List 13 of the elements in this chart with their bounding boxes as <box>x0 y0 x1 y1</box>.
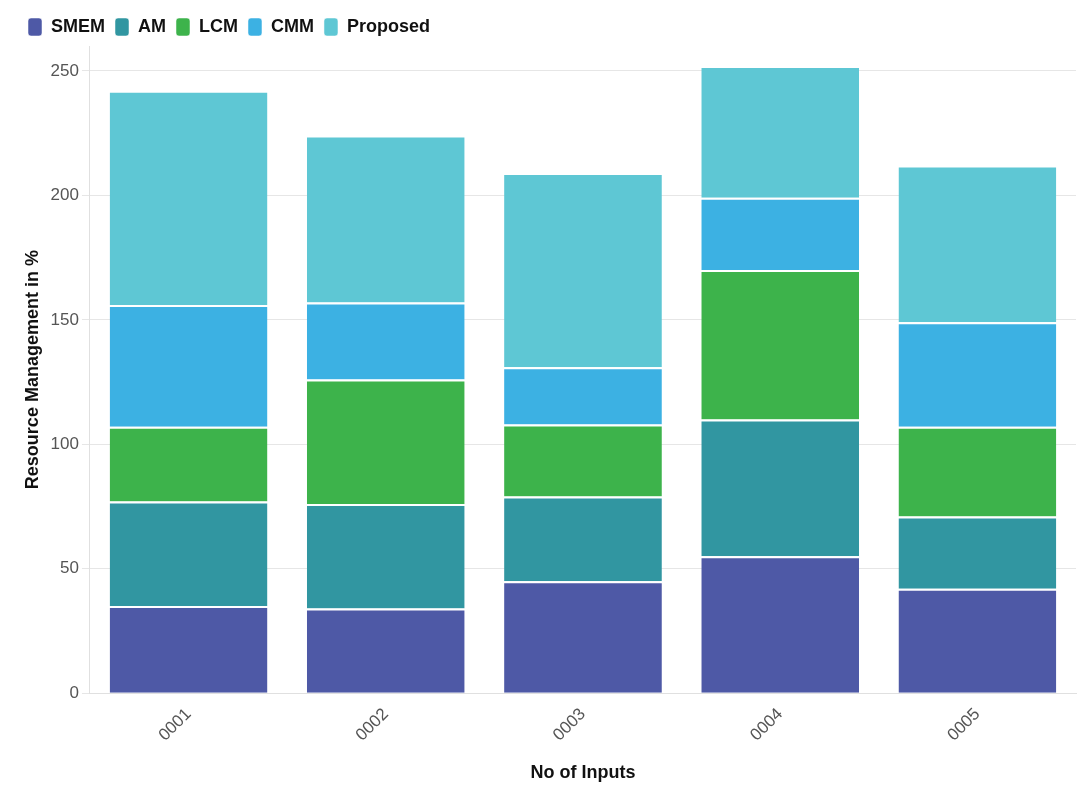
y-tick-label: 50 <box>60 558 79 578</box>
y-tick-label: 0 <box>69 682 79 702</box>
x-axis-title: No of Inputs <box>530 762 636 783</box>
y-tick-label: 250 <box>50 60 79 80</box>
legend-label: CMM <box>270 15 314 36</box>
legend-label: AM <box>138 15 166 36</box>
legend-label: LCM <box>198 15 238 36</box>
legend-label: Proposed <box>346 15 430 36</box>
y-tick-label: 200 <box>50 185 79 205</box>
y-tick-label: 100 <box>50 433 79 453</box>
legend-label: SMEM <box>51 15 105 36</box>
y-axis-title: Resource Management in % <box>21 250 42 490</box>
y-tick-label: 150 <box>50 309 79 329</box>
